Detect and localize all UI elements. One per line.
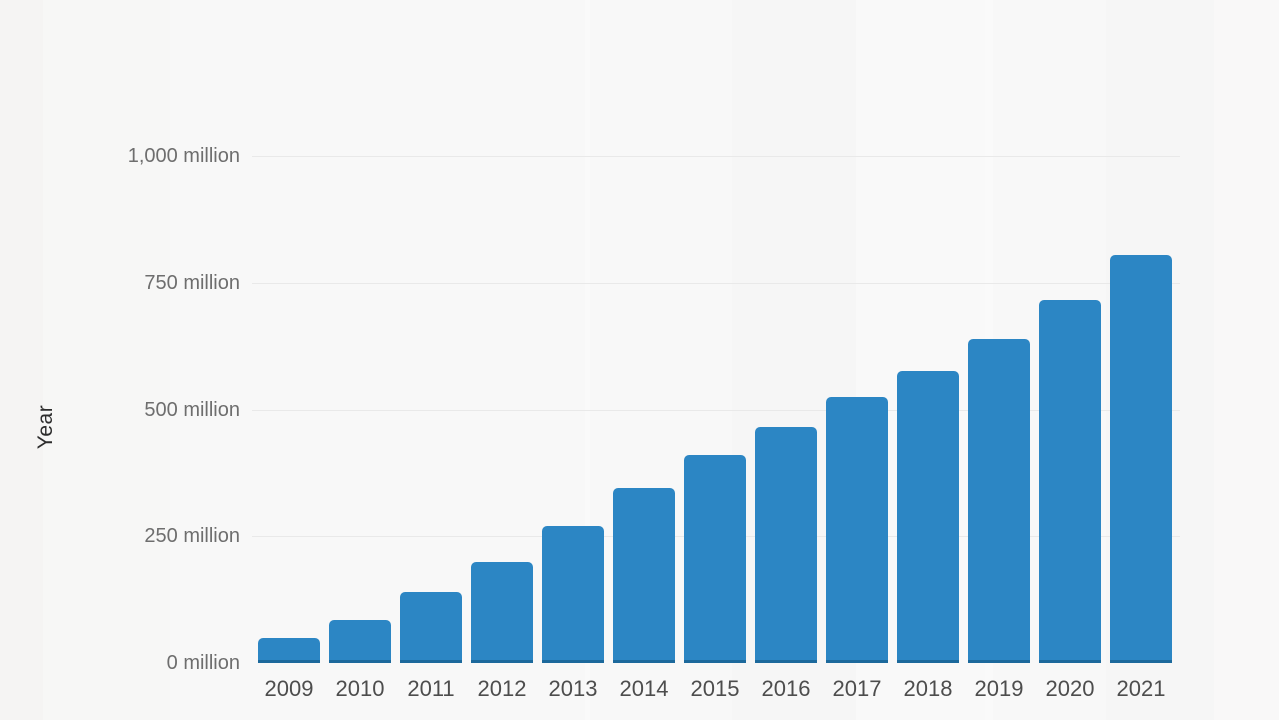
x-tick-label-2012: 2012 [477,676,527,701]
x-tick-label-2011: 2011 [407,676,455,701]
y-tick-label-1000: 1,000 million [127,145,240,167]
x-tick-label-2017: 2017 [832,676,882,701]
x-tick-label-2021: 2021 [1116,676,1166,701]
bar-2010[interactable] [329,620,391,663]
bar-2018[interactable] [897,371,959,663]
x-tick-label-2013: 2013 [548,676,598,701]
x-tick-label-2009: 2009 [264,676,314,701]
x-tick-label-2015: 2015 [690,676,740,701]
bar-2020[interactable] [1039,300,1101,663]
bar-2015[interactable] [684,455,746,663]
bar-2016[interactable] [755,427,817,663]
bar-2013[interactable] [542,526,604,663]
bar-2019[interactable] [968,339,1030,663]
y-tick-label-0: 0 million [166,652,240,674]
y-tick-label-250: 250 million [144,525,240,547]
bar-2009[interactable] [258,638,320,663]
x-tick-label-2014: 2014 [619,676,669,701]
y-tick-label-750: 750 million [144,272,240,294]
x-tick-label-2020: 2020 [1045,676,1095,701]
x-tick-label-2010: 2010 [335,676,385,701]
x-tick-label-2018: 2018 [903,676,953,701]
y-tick-label-500: 500 million [144,399,240,421]
bar-2021[interactable] [1110,255,1172,663]
x-tick-label-2016: 2016 [761,676,811,701]
gridline-1000 [252,156,1180,157]
bar-2017[interactable] [826,397,888,663]
bar-2012[interactable] [471,562,533,663]
bar-2014[interactable] [613,488,675,663]
gridline-500 [252,410,1180,411]
x-tick-label-2019: 2019 [974,676,1024,701]
gridline-750 [252,283,1180,284]
bar-2011[interactable] [400,592,462,663]
